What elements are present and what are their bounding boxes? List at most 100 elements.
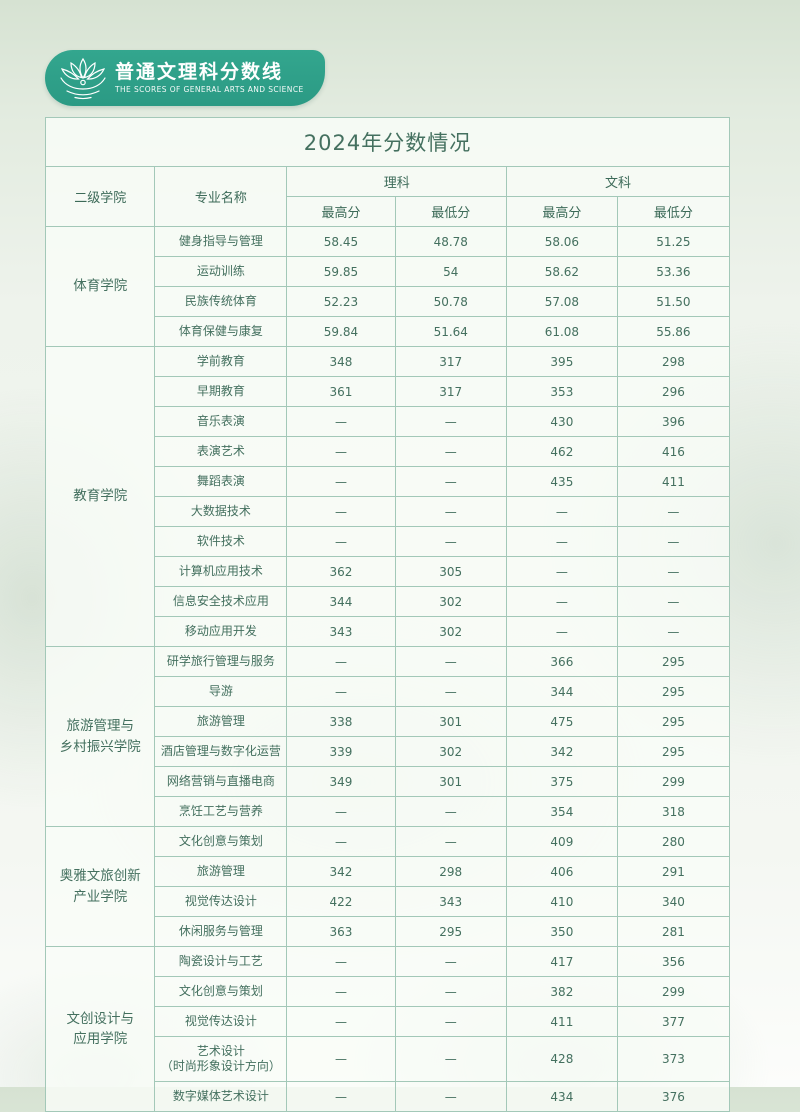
score-cell: —: [286, 796, 396, 827]
banner-text: 普通文理科分数线 THE SCORES OF GENERAL ARTS AND …: [115, 60, 304, 95]
score-cell: —: [505, 526, 618, 557]
score-cell: —: [616, 586, 731, 617]
table-title: 2024年分数情况: [45, 117, 730, 167]
score-cell: 295: [616, 646, 731, 677]
score-cell: 58.62: [505, 256, 618, 287]
table-row: 文创设计与 应用学院 陶瓷设计与工艺 — —417 356: [44, 946, 731, 1112]
table-row: 体育学院 健身指导与管理 58.45 48.78 58.06 51.25: [44, 226, 731, 347]
score-cell: 411: [616, 466, 731, 497]
score-cell: 475: [505, 706, 618, 737]
table-row: 信息安全技术应用 344 302— —: [46, 586, 731, 617]
score-cell: 375: [505, 766, 618, 797]
major-cell: 视觉传达设计: [154, 1006, 288, 1037]
score-cell: 340: [616, 886, 731, 917]
header-major: 专业名称: [154, 166, 288, 227]
table-header-row-1: 二级学院 专业名称 理科 文科: [44, 166, 731, 227]
score-cell: —: [394, 496, 507, 527]
score-cell: —: [394, 1036, 507, 1082]
score-cell: —: [286, 436, 396, 467]
score-cell: —: [286, 946, 396, 977]
score-cell: —: [394, 1006, 507, 1037]
score-cell: 298: [616, 346, 731, 377]
score-cell: 51.64: [394, 316, 507, 347]
score-cell: 301: [394, 766, 507, 797]
major-cell: 移动应用开发: [154, 616, 288, 647]
score-cell: —: [394, 526, 507, 557]
table-row: 视觉传达设计 422 343 410 340: [46, 886, 731, 917]
table-row: 奥雅文旅创新 产业学院 文化创意与策划 — —409 280: [44, 826, 731, 947]
banner-title: 普通文理科分数线: [115, 60, 284, 83]
score-cell: 354: [505, 796, 618, 827]
table-row: 软件技术 — — — —: [46, 526, 731, 557]
scores-table: 2024年分数情况 二级学院 专业名称 理科 文科 最高分 最低分 最高分 最低…: [44, 117, 731, 1112]
score-cell: 295: [616, 736, 731, 767]
score-cell: 462: [505, 436, 618, 467]
major-cell: 早期教育: [154, 376, 288, 407]
college-cell: 奥雅文旅创新 产业学院: [44, 826, 156, 947]
major-cell: 舞蹈表演: [154, 466, 288, 497]
lotus-icon: [60, 57, 106, 100]
score-cell: 349: [286, 766, 396, 797]
header-science-min: 最低分: [394, 196, 507, 227]
score-cell: 52.23: [286, 286, 396, 317]
score-cell: 417: [505, 946, 618, 977]
table-row: 艺术设计 （时尚形象设计方向） — —428 373: [46, 1036, 731, 1082]
major-cell: 研学旅行管理与服务: [154, 646, 288, 677]
header-arts-min: 最低分: [616, 196, 731, 227]
score-cell: —: [505, 496, 618, 527]
score-cell: 428: [505, 1036, 618, 1082]
score-cell: —: [616, 616, 731, 647]
score-cell: 48.78: [394, 226, 507, 257]
score-cell: —: [286, 646, 396, 677]
score-cell: —: [286, 406, 396, 437]
score-cell: 51.50: [616, 286, 731, 317]
score-cell: 416: [616, 436, 731, 467]
score-cell: 317: [394, 346, 507, 377]
score-cell: 344: [286, 586, 396, 617]
score-cell: 280: [616, 826, 731, 857]
major-cell: 数字媒体艺术设计: [154, 1081, 288, 1112]
score-cell: 302: [394, 616, 507, 647]
score-cell: 299: [616, 766, 731, 797]
score-cell: 281: [616, 916, 731, 947]
score-cell: —: [616, 556, 731, 587]
score-cell: 376: [616, 1081, 731, 1112]
table-row: 网络营销与直播电商 349 301 375 299: [46, 766, 731, 797]
table-header-row-2: 最高分 最低分 最高分 最低分: [46, 196, 731, 227]
score-cell: —: [286, 1036, 396, 1082]
score-cell: —: [394, 436, 507, 467]
score-cell: —: [286, 1006, 396, 1037]
score-cell: —: [505, 616, 618, 647]
table-row: 导游 — —344 295: [46, 676, 731, 707]
major-cell: 艺术设计 （时尚形象设计方向）: [154, 1036, 288, 1082]
major-cell: 烹饪工艺与营养: [154, 796, 288, 827]
major-cell: 文化创意与策划: [154, 976, 288, 1007]
score-cell: 366: [505, 646, 618, 677]
table-row: 计算机应用技术 362 305— —: [46, 556, 731, 587]
score-cell: 51.25: [616, 226, 731, 257]
major-cell: 陶瓷设计与工艺: [154, 946, 288, 977]
score-cell: 302: [394, 736, 507, 767]
table-row: 文化创意与策划 — —382 299: [46, 976, 731, 1007]
score-cell: 61.08: [505, 316, 618, 347]
score-cell: 373: [616, 1036, 731, 1082]
table-row: 烹饪工艺与营养 — —354 318: [46, 796, 731, 827]
score-cell: 301: [394, 706, 507, 737]
major-cell: 体育保健与康复: [154, 316, 288, 347]
score-cell: —: [505, 556, 618, 587]
score-cell: —: [286, 466, 396, 497]
score-cell: 58.06: [505, 226, 618, 257]
score-cell: —: [286, 496, 396, 527]
score-cell: 344: [505, 676, 618, 707]
score-cell: —: [505, 586, 618, 617]
major-cell: 文化创意与策划: [154, 826, 288, 857]
table-row: 旅游管理 342 298 406 291: [46, 856, 731, 887]
table-row: 舞蹈表演 — —435 411: [46, 466, 731, 497]
score-cell: —: [286, 1081, 396, 1112]
score-cell: 342: [505, 736, 618, 767]
score-cell: 59.85: [286, 256, 396, 287]
table-body: 体育学院 健身指导与管理 58.45 48.78 58.06 51.25 运动训练 59.85…: [44, 226, 731, 1112]
header-science: 理科: [286, 166, 507, 197]
score-cell: 406: [505, 856, 618, 887]
